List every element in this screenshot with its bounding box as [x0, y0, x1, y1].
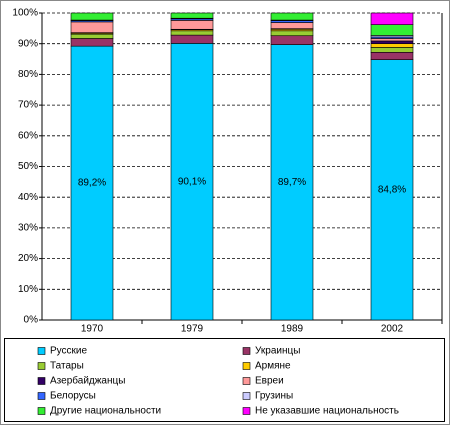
bar-segment	[270, 30, 314, 37]
bar-segment	[370, 51, 414, 60]
bar-segment	[70, 33, 114, 39]
y-tick-label: 90%	[18, 38, 38, 49]
legend-label: Белорусы	[50, 391, 96, 402]
bar-segment	[170, 30, 214, 36]
bar-segment	[370, 40, 414, 45]
bar-segment	[270, 35, 314, 45]
legend-swatch	[37, 392, 46, 400]
bar-segment	[370, 43, 414, 48]
x-tick-label: 2002	[381, 324, 404, 335]
y-tick-label: 10%	[18, 284, 38, 295]
bar-segment	[370, 38, 414, 42]
legend-swatch	[37, 362, 46, 370]
legend-swatch	[242, 377, 251, 385]
value-label: 84,8%	[378, 184, 406, 195]
bar-segment	[370, 47, 414, 53]
y-tick-label: 0%	[24, 315, 39, 326]
value-label: 89,7%	[278, 177, 306, 188]
legend-swatch	[242, 347, 251, 355]
y-tick-label: 80%	[18, 69, 38, 80]
legend-label: Грузины	[255, 391, 293, 402]
bar-segment	[70, 45, 114, 321]
bar-segment	[170, 43, 214, 321]
value-label: 89,2%	[78, 178, 106, 189]
bar-segment	[270, 12, 314, 21]
y-tick-label: 70%	[18, 100, 38, 111]
legend-swatch	[242, 392, 251, 400]
legend-swatch	[37, 377, 46, 385]
x-tick-label: 1979	[181, 324, 204, 335]
bar-segment	[270, 22, 314, 29]
bar-segment	[370, 24, 414, 36]
legend-label: Евреи	[255, 376, 284, 387]
y-tick-label: 50%	[18, 161, 38, 172]
bar-segment	[70, 21, 114, 33]
bar-segment	[170, 20, 214, 30]
bar-segment	[70, 38, 114, 47]
value-label: 90,1%	[178, 176, 206, 187]
legend-swatch	[242, 362, 251, 370]
y-tick-label: 60%	[18, 130, 38, 141]
y-tick-label: 100%	[12, 8, 38, 19]
legend-swatch	[37, 347, 46, 355]
legend-label: Азербайджанцы	[50, 375, 125, 387]
y-tick-label: 40%	[18, 192, 38, 203]
x-tick-label: 1989	[281, 324, 304, 335]
legend-label: Не указавшие национальность	[255, 406, 399, 417]
bar-segment	[270, 44, 314, 321]
bar-segment	[170, 34, 214, 44]
legend-label: Другие национальности	[50, 406, 161, 417]
bar-segment	[70, 12, 114, 21]
bar-segment	[170, 12, 214, 19]
legend-swatch	[242, 407, 251, 415]
bar-segment	[370, 12, 414, 25]
legend-box	[4, 338, 445, 422]
y-tick-label: 30%	[18, 223, 38, 234]
legend-swatch	[37, 407, 46, 415]
legend-label: Украинцы	[255, 346, 300, 357]
legend-label: Армяне	[255, 361, 291, 372]
y-tick-label: 20%	[18, 253, 38, 264]
legend-label: Русские	[50, 346, 88, 357]
legend-label: Татары	[50, 361, 84, 372]
x-tick-label: 1970	[81, 324, 104, 335]
